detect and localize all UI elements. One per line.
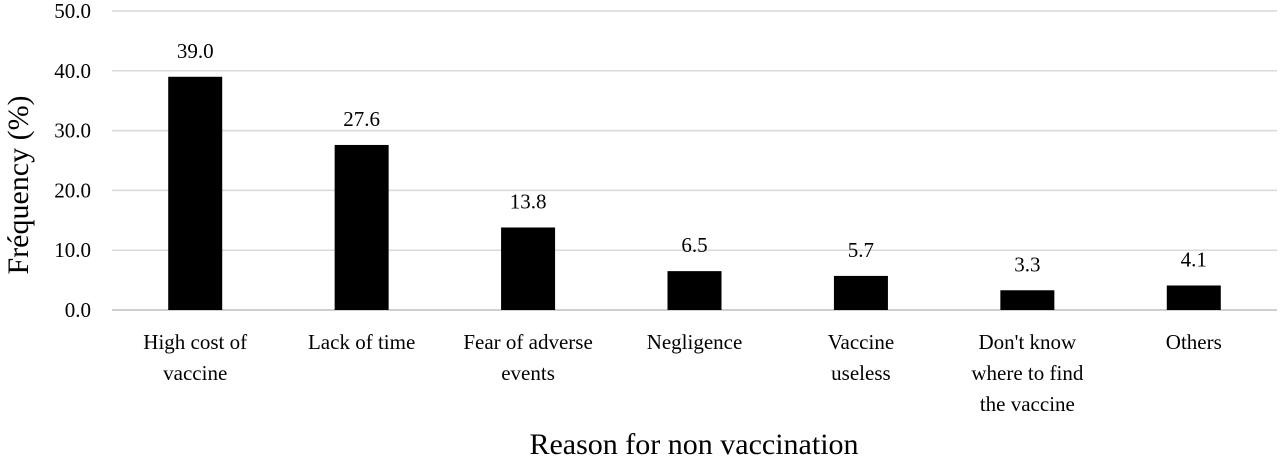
category-label-line: Others	[1166, 330, 1222, 354]
gridlines	[112, 10, 1277, 311]
data-label: 27.6	[343, 107, 380, 131]
data-label: 6.5	[681, 233, 707, 257]
category-label-line: events	[501, 361, 555, 385]
category-label: High cost of vaccine	[143, 330, 247, 385]
y-tick-label: 50.0	[54, 0, 91, 23]
category-label-line: Lack of time	[308, 330, 415, 354]
data-label: 4.1	[1181, 247, 1207, 271]
data-label: 3.3	[1014, 252, 1040, 276]
category-label: Don't know where to find the vaccine	[971, 330, 1083, 416]
category-label: Vaccine useless	[828, 330, 894, 385]
category-label: Lack of time	[308, 330, 415, 354]
bar	[833, 275, 888, 310]
y-tick-label: 20.0	[54, 178, 91, 202]
category-label-line: where to find	[971, 361, 1083, 385]
category-labels: High cost of vaccine Lack of time Fear of a…	[143, 330, 1221, 416]
data-label: 5.7	[848, 238, 874, 262]
category-label: Others	[1166, 330, 1222, 354]
bar	[1166, 285, 1221, 310]
y-axis-title: Fréquency (%)	[2, 95, 35, 274]
category-label-line: useless	[831, 361, 891, 385]
data-labels: 39.0 27.6 13.8 6.5 5.7 3.3 4.1	[177, 39, 1207, 276]
bar	[667, 271, 722, 310]
category-label-line: Don't know	[979, 330, 1078, 354]
category-label-line: Fear of adverse	[463, 330, 592, 354]
category-label-line: the vaccine	[980, 392, 1075, 416]
category-label-line: Vaccine	[828, 330, 894, 354]
bar	[168, 76, 223, 310]
y-tick-label: 10.0	[54, 238, 91, 262]
y-axis-ticks: 0.0 10.0 20.0 30.0 40.0 50.0	[54, 0, 91, 322]
data-label: 39.0	[177, 39, 214, 63]
bar	[1000, 290, 1055, 310]
data-label: 13.8	[510, 189, 547, 213]
y-tick-label: 40.0	[54, 59, 91, 83]
bars	[168, 76, 1221, 310]
category-label-line: Negligence	[647, 330, 743, 354]
category-label: Negligence	[647, 330, 743, 354]
x-axis-title: Reason for non vaccination	[529, 428, 858, 460]
bar	[334, 144, 389, 310]
y-tick-label: 30.0	[54, 119, 91, 143]
category-label-line: vaccine	[163, 361, 227, 385]
category-label: Fear of adverse events	[463, 330, 592, 385]
bar	[501, 227, 556, 310]
category-label-line: High cost of	[143, 330, 247, 354]
y-tick-label: 0.0	[65, 298, 91, 322]
